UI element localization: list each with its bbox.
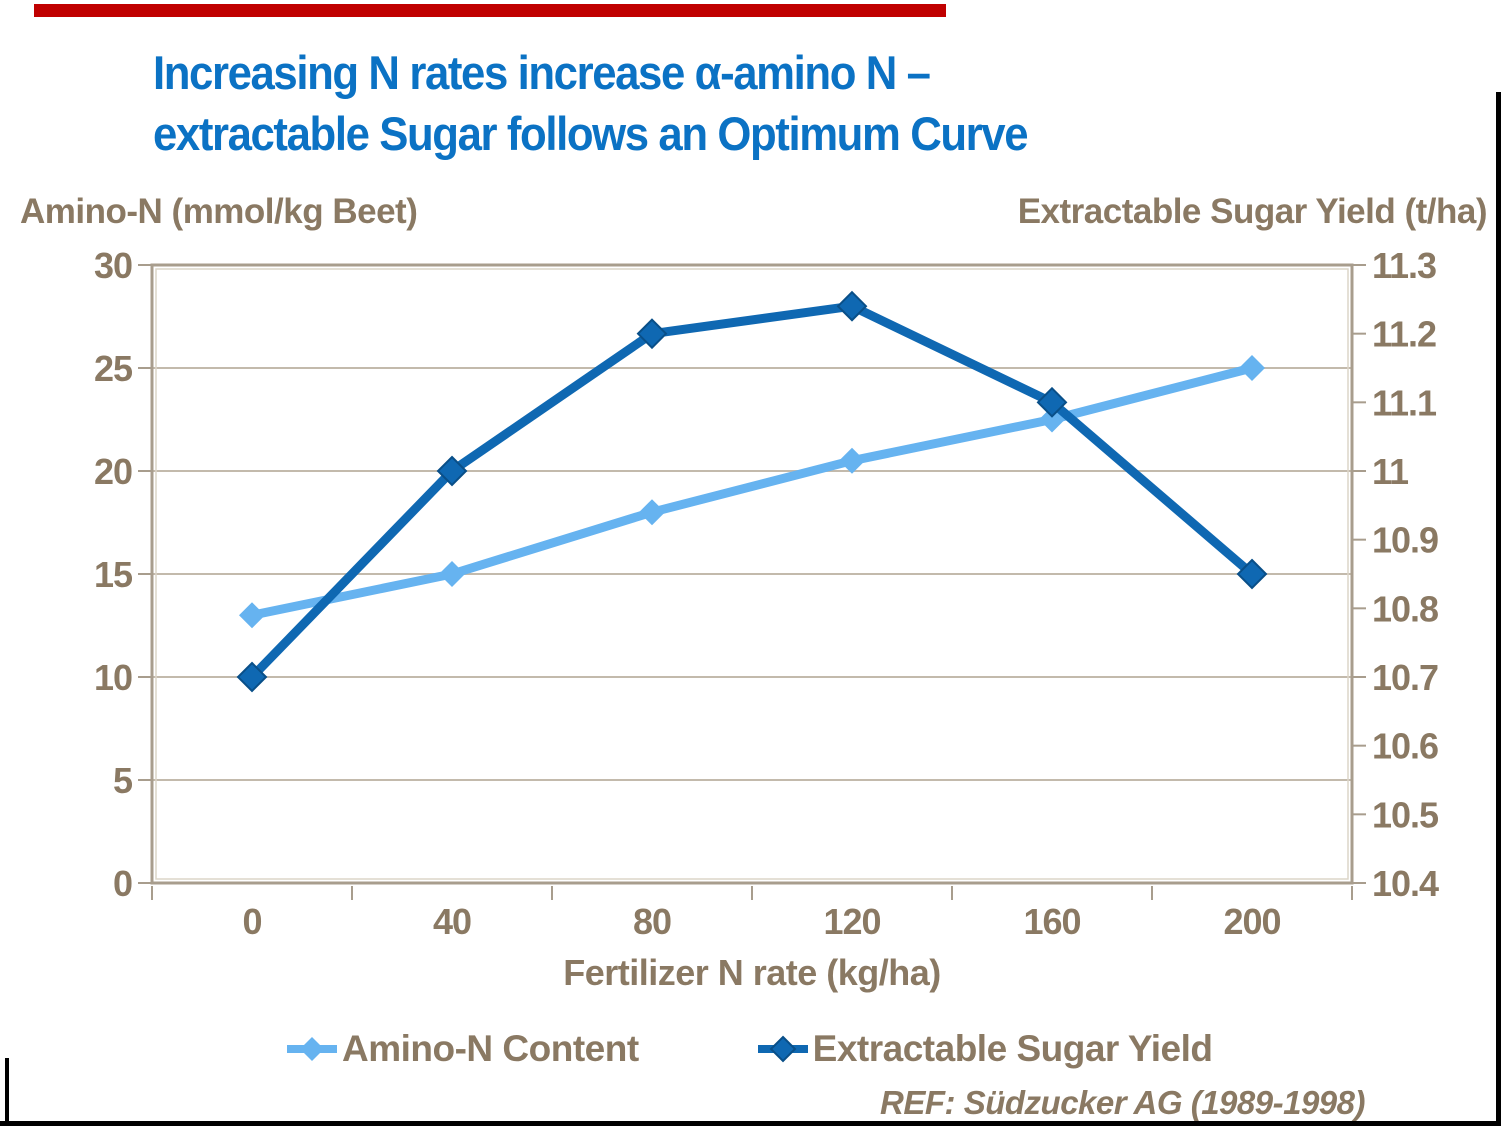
right-axis-tick-label: 10.8 [1372, 588, 1438, 629]
data-point-marker-extractable-sugar-yield [436, 455, 468, 487]
slide-border-right [1496, 92, 1501, 1126]
right-axis-tick-label: 11 [1372, 451, 1409, 492]
line-diamond-marker-icon [757, 1035, 808, 1063]
legend-label: Amino-N Content [342, 1028, 639, 1069]
x-axis-tick-label: 80 [633, 901, 671, 942]
series-line-extractable-sugar-yield [247, 301, 1257, 682]
plot-border-inner [155, 268, 1349, 880]
left-axis-tick-label: 5 [113, 760, 133, 801]
x-axis-tick-label: 160 [1023, 901, 1080, 942]
right-axis-tick-label: 11.1 [1372, 382, 1437, 423]
x-axis-title: Fertilizer N rate (kg/ha) [563, 952, 941, 993]
chart-title-line2: extractable Sugar follows an Optimum Cur… [153, 107, 1029, 160]
x-axis-tick-label: 200 [1223, 901, 1280, 942]
left-axis-tick-label: 0 [113, 863, 132, 904]
data-point-marker-amino-n-content [1239, 355, 1265, 381]
data-point-marker-amino-n-content [839, 447, 865, 474]
data-point-marker-extractable-sugar-yield [236, 661, 268, 693]
left-axis-tick-label: 30 [94, 245, 132, 286]
right-axis-tick-label: 10.5 [1372, 794, 1439, 835]
data-point-marker-amino-n-content [239, 602, 265, 629]
slide-border-left [5, 1058, 9, 1126]
data-point-marker-amino-n-content [639, 499, 665, 526]
x-axis-tick-label: 0 [242, 901, 261, 942]
data-point-marker-extractable-sugar-yield [636, 318, 668, 350]
reference-note: REF: Südzucker AG (1989-1998) [880, 1084, 1365, 1121]
right-axis-tick-label: 10.9 [1372, 520, 1438, 561]
legend-item-amino-n-content: Amino-N Content [286, 1028, 639, 1070]
data-point-marker-extractable-sugar-yield [1236, 558, 1268, 590]
data-point-marker-amino-n-content [439, 561, 465, 587]
data-point-marker-extractable-sugar-yield [1036, 386, 1068, 418]
series-line-amino-n-content [247, 363, 1257, 620]
left-axis-tick-label: 25 [94, 348, 133, 389]
right-axis-tick-label: 10.6 [1372, 726, 1438, 767]
x-axis-tick-label: 40 [433, 901, 471, 942]
x-axis-tick-label: 120 [823, 901, 880, 942]
legend-item-extractable-sugar-yield: Extractable Sugar Yield [757, 1028, 1213, 1070]
right-axis-tick-label: 10.7 [1372, 657, 1438, 698]
left-axis-tick-label: 10 [94, 657, 132, 698]
slide-border-bottom [0, 1121, 1501, 1126]
right-axis-tick-label: 11.3 [1372, 245, 1436, 286]
line-diamond-marker-icon [287, 1037, 337, 1061]
right-axis-tick-label: 10.4 [1372, 863, 1439, 904]
legend-label: Extractable Sugar Yield [812, 1028, 1213, 1069]
chart-legend: Amino-N Content Extractable Sugar Yield [286, 1028, 1213, 1070]
right-axis-title: Extractable Sugar Yield (t/ha) [1017, 192, 1488, 231]
data-point-marker-extractable-sugar-yield [836, 290, 868, 322]
title-accent-bar [34, 4, 946, 17]
left-axis-tick-label: 15 [94, 554, 133, 595]
left-axis-title: Amino-N (mmol/kg Beet) [20, 192, 418, 231]
left-axis-tick-label: 20 [94, 451, 132, 492]
chart-title-line1: Increasing N rates increase α-amino N – [153, 46, 931, 99]
chart-title: Increasing N rates increase α-amino N – … [153, 42, 1029, 164]
right-axis-tick-label: 11.2 [1372, 314, 1436, 355]
